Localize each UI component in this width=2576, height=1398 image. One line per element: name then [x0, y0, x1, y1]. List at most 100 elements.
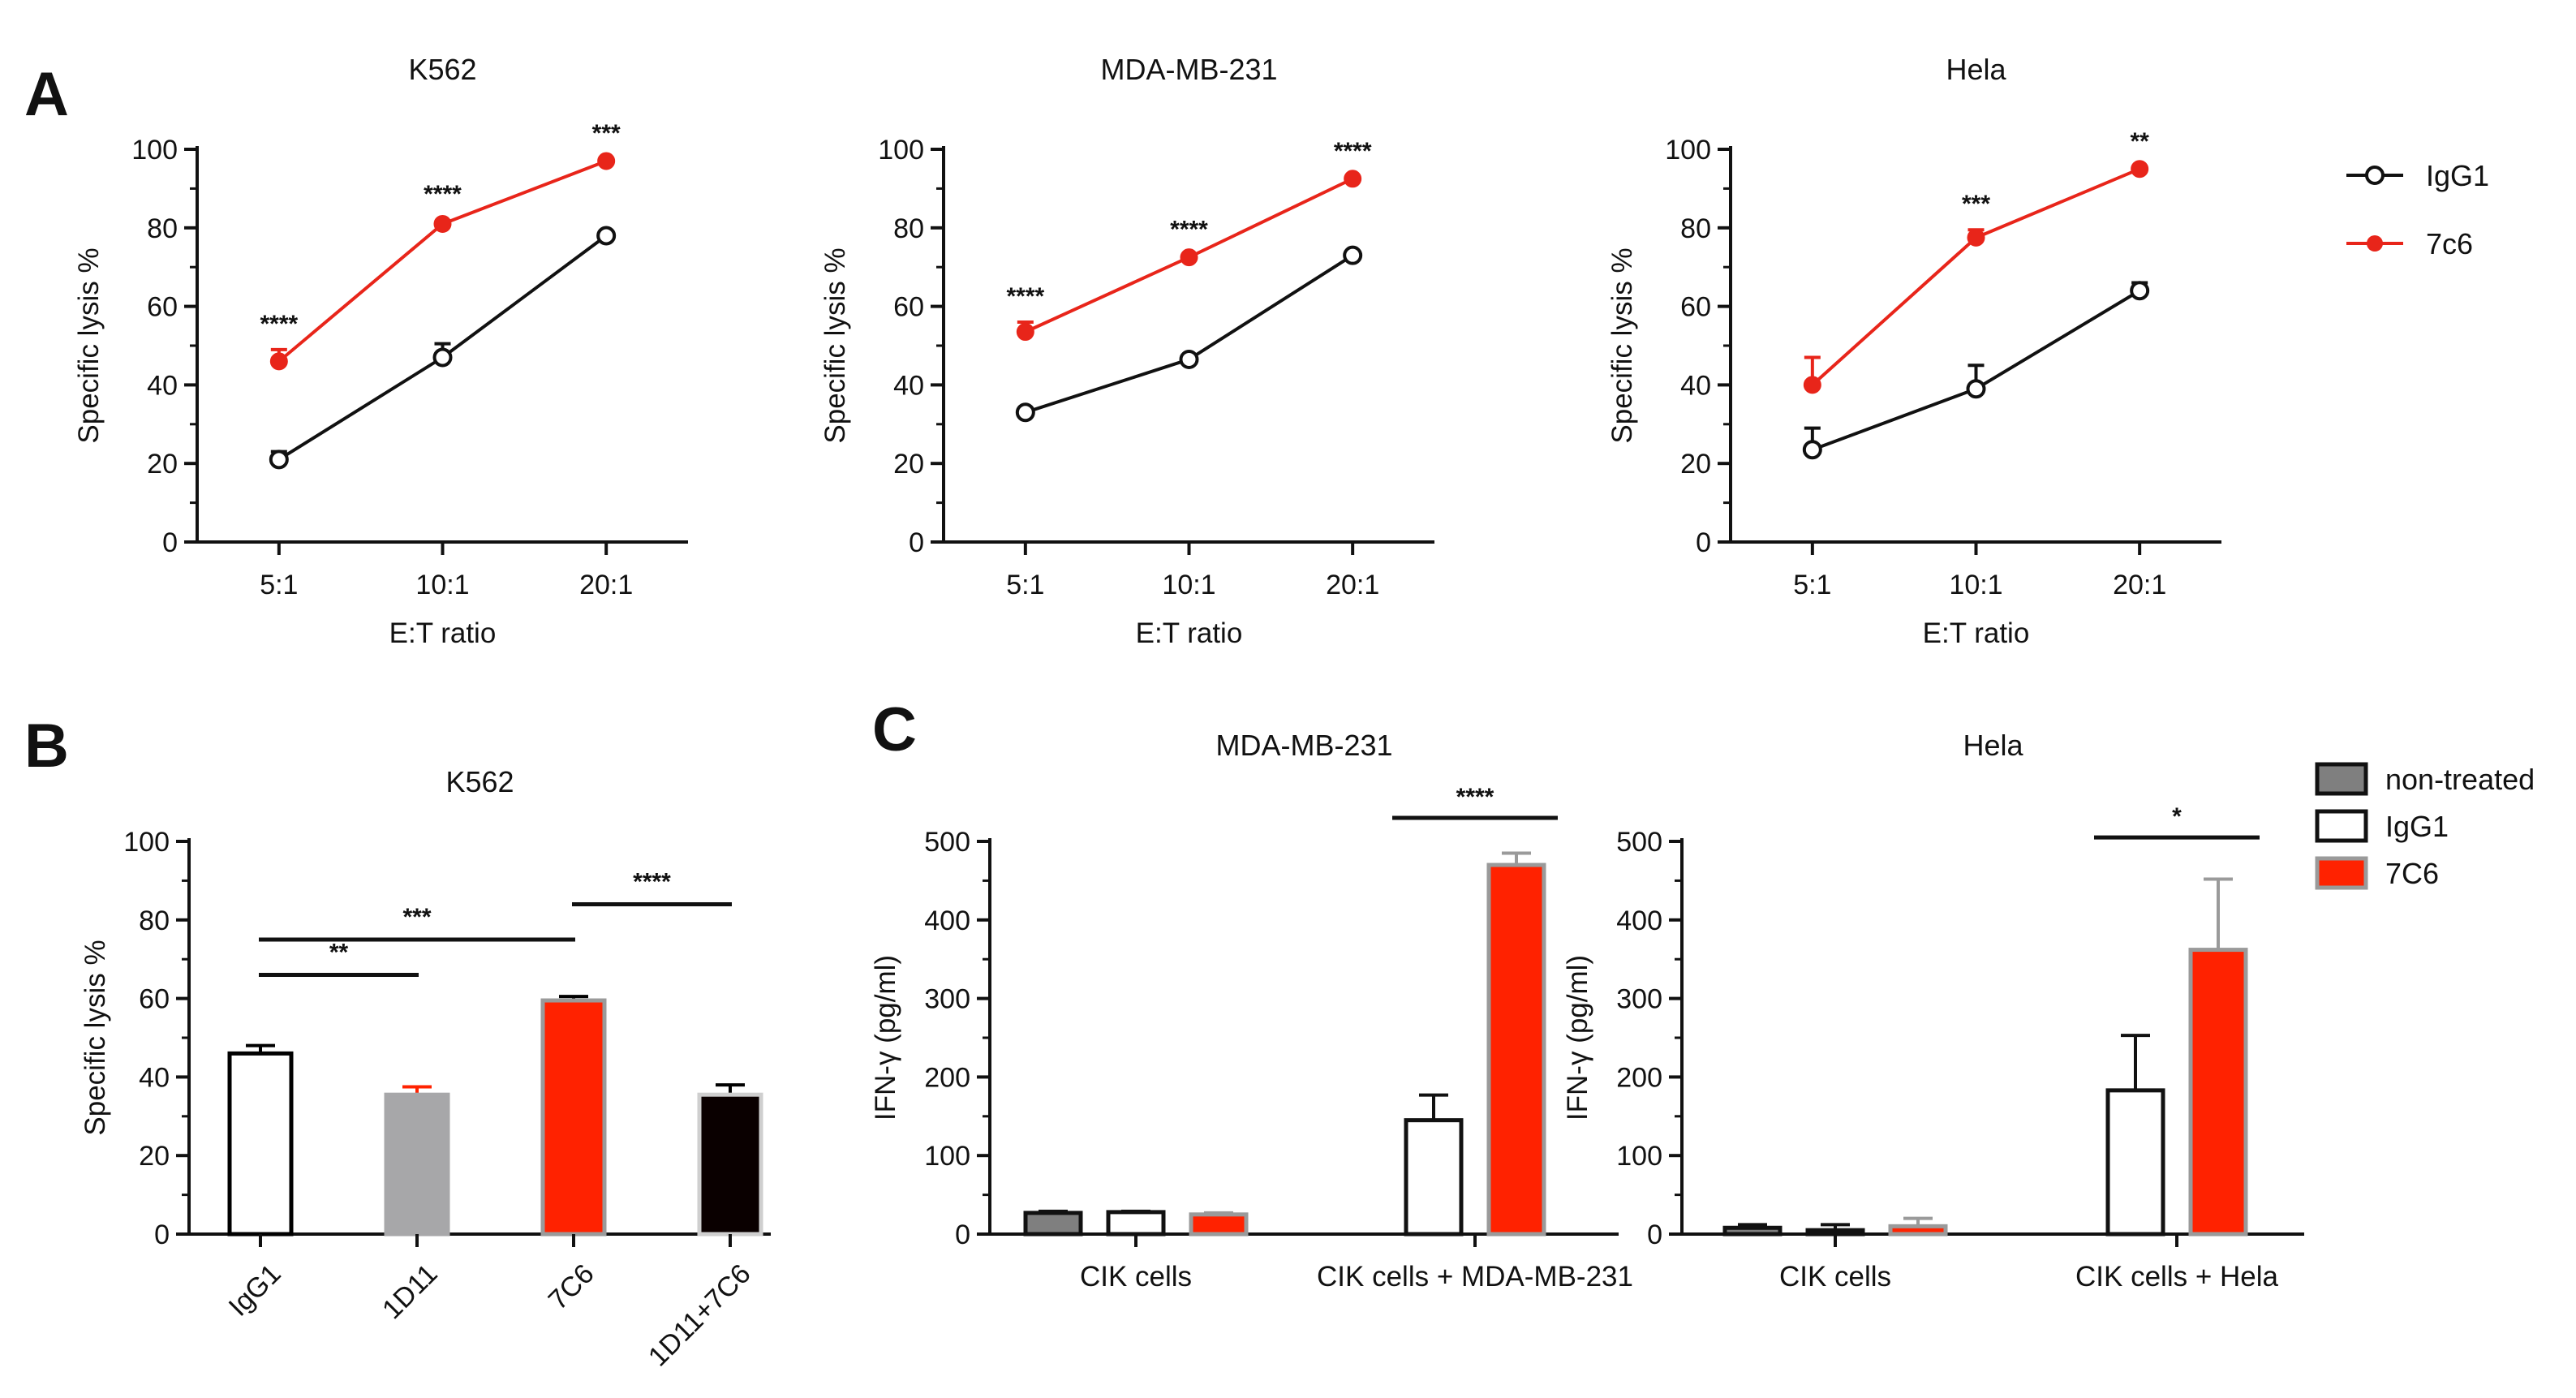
bar-igg1 [2105, 1088, 2165, 1237]
data-point-7c6 [433, 214, 452, 233]
chart-title: Hela [1946, 53, 2006, 86]
y-tick-label: 60 [139, 984, 170, 1015]
x-tick-label: 20:1 [2113, 570, 2166, 600]
bar-igg1 [1404, 1118, 1464, 1237]
legend-label: non-treated [2385, 763, 2535, 796]
y-tick-label: 0 [955, 1219, 970, 1250]
y-tick-label: 80 [139, 905, 170, 936]
significance-label: **** [260, 311, 298, 338]
x-axis-label: E:T ratio [1923, 617, 2030, 649]
y-tick-label: 0 [162, 527, 178, 558]
legend-marker [2365, 166, 2385, 185]
data-point-7c6 [1180, 248, 1198, 267]
y-tick-label: 40 [1680, 370, 1711, 401]
data-point-igg1 [432, 347, 453, 368]
legend-label: 7C6 [2385, 857, 2439, 890]
chart-title: MDA-MB-231 [1215, 729, 1392, 762]
x-group-label: CIK cells [1779, 1261, 1891, 1293]
chart-title: K562 [445, 765, 514, 798]
chart-title: MDA-MB-231 [1100, 53, 1277, 86]
y-tick-label: 80 [893, 213, 924, 244]
y-tick-label: 0 [154, 1219, 170, 1250]
x-tick-label: 7C6 [543, 1258, 600, 1316]
x-tick-label: 5:1 [1793, 570, 1831, 600]
y-tick-label: 20 [893, 449, 924, 480]
y-tick-label: 0 [909, 527, 924, 558]
data-point-igg1 [1179, 349, 1199, 369]
significance-label: *** [402, 904, 431, 931]
x-tick-label: 1D11 [376, 1258, 444, 1326]
significance-label: **** [633, 868, 671, 895]
x-tick-label: 5:1 [260, 570, 298, 600]
legend-bar-swatch [2315, 856, 2368, 890]
bar-7c6 [1486, 862, 1546, 1237]
bar-igg1 [1805, 1228, 1865, 1237]
x-group-label: CIK cells + Hela [2075, 1261, 2278, 1293]
y-tick-label: 300 [1616, 984, 1662, 1015]
y-axis-label: Specific lysis % [1606, 247, 1638, 443]
panel-letter-b: B [24, 712, 69, 781]
significance-label: **** [1006, 283, 1044, 310]
data-point-7c6 [1016, 323, 1034, 342]
y-axis-label: IFN-γ (pg/ml) [1562, 955, 1593, 1121]
y-tick-label: 0 [1696, 527, 1711, 558]
x-group-label: CIK cells [1080, 1261, 1192, 1293]
y-axis-label: Specific lysis % [819, 247, 851, 443]
data-point-7c6 [1803, 376, 1821, 394]
x-axis-label: E:T ratio [389, 617, 497, 649]
y-axis-label: Specific lysis % [73, 247, 105, 443]
x-tick-label: 5:1 [1006, 570, 1044, 600]
data-point-7c6 [269, 352, 288, 371]
significance-label: *** [592, 120, 621, 147]
legend-marker [2367, 235, 2383, 252]
bar-7c6 [540, 998, 607, 1237]
y-tick-label: 80 [147, 213, 178, 244]
data-point-7c6 [1967, 228, 1985, 247]
y-tick-label: 40 [147, 370, 178, 401]
y-tick-label: 400 [1616, 905, 1662, 936]
legend-label: IgG1 [2426, 159, 2489, 192]
y-tick-label: 100 [131, 135, 178, 166]
bar-chart-k562: K562 0 20 40 60 80 100 Specific lysis % IgG1 1D11… [80, 765, 771, 1372]
data-point-7c6 [597, 152, 616, 170]
bar-7c6 [2188, 948, 2248, 1237]
bar-1d11+7c6 [697, 1092, 763, 1237]
y-tick-label: 200 [1616, 1062, 1662, 1093]
line-legend: IgG1 7c6 [2346, 159, 2489, 260]
y-tick-label: 80 [1680, 213, 1711, 244]
plots-layer: K562 0 20 40 60 80 100 Specific lysis % 5:1 10:1 2… [73, 53, 2304, 1372]
y-tick-label: 0 [1647, 1219, 1662, 1250]
grouped-bar-chart-0: MDA-MB-231 0 100 200 300 400 500 IFN-γ (pg/ml) C… [870, 729, 1633, 1293]
bar-igg1 [227, 1051, 294, 1237]
y-axis-label: IFN-γ (pg/ml) [870, 955, 901, 1121]
data-point-igg1 [1343, 245, 1363, 265]
x-tick-label: IgG1 [223, 1258, 287, 1323]
grouped-bar-chart-1: Hela 0 100 200 300 400 500 IFN-γ (pg/ml) CIK cel… [1562, 729, 2304, 1293]
data-point-igg1 [1802, 440, 1822, 460]
legend-bar-swatch [2315, 809, 2368, 843]
y-tick-label: 400 [924, 905, 970, 936]
significance-label: * [2172, 803, 2182, 830]
y-tick-label: 100 [924, 1141, 970, 1172]
data-point-7c6 [2131, 160, 2149, 179]
legend-bar-swatch [2315, 762, 2368, 796]
x-tick-label: 10:1 [1162, 570, 1215, 600]
y-tick-label: 300 [924, 984, 970, 1015]
series-line-igg1 [1025, 253, 1354, 415]
legend-label: 7c6 [2426, 227, 2473, 260]
y-tick-label: 100 [123, 827, 170, 858]
data-point-igg1 [596, 226, 617, 246]
bar-legend: non-treated IgG1 7C6 [2315, 762, 2535, 890]
line-chart-2: Hela 0 20 40 60 80 100 Specific lysis % 5:1 10:1 2… [1606, 53, 2221, 649]
significance-label: *** [1962, 191, 1990, 217]
bar-7c6 [1189, 1212, 1249, 1237]
panel-letter-a: A [24, 60, 69, 129]
panel-letter-c: C [872, 695, 917, 764]
y-axis-label: Specific lysis % [80, 940, 111, 1135]
y-tick-label: 100 [1665, 135, 1711, 166]
significance-label: ** [2130, 128, 2149, 155]
data-point-igg1 [269, 450, 289, 470]
x-axis-label: E:T ratio [1136, 617, 1243, 649]
y-tick-label: 40 [893, 370, 924, 401]
